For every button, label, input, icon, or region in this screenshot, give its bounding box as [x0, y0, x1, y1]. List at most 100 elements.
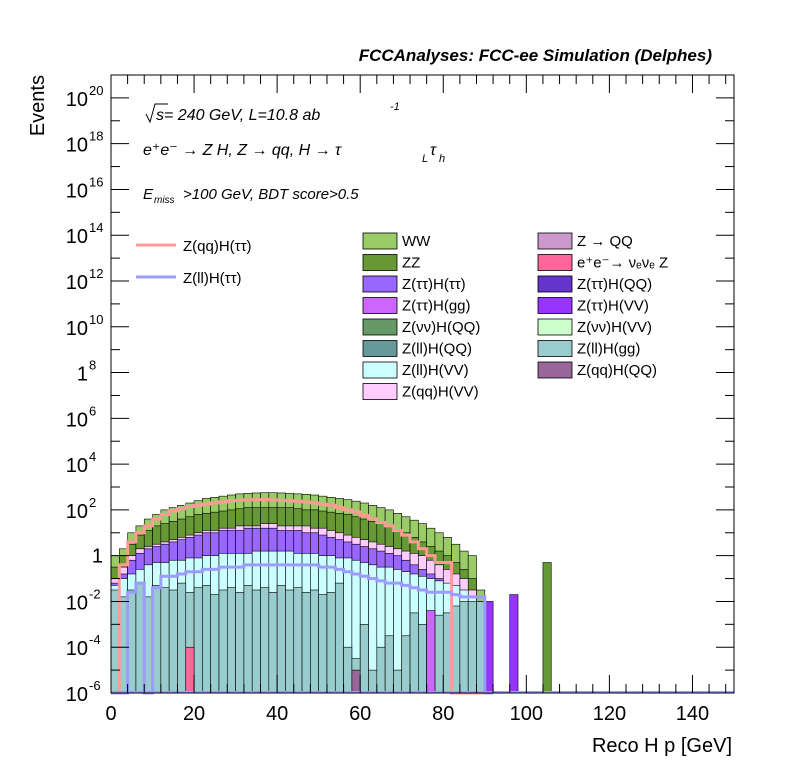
bar-zll-hgg [459, 601, 469, 694]
bar-extra [509, 594, 519, 694]
x-tick-label: 20 [183, 703, 205, 725]
legend-fill-swatch [362, 361, 398, 379]
y-tick-label: 10 4 [66, 449, 96, 477]
legend-fill-label: Z(νν)H(VV) [577, 319, 652, 336]
svg-text:10: 10 [66, 501, 88, 523]
svg-text:10: 10 [66, 135, 88, 157]
svg-text:-2: -2 [89, 586, 101, 601]
bar-zll-hgg [326, 591, 336, 694]
bar-zll-hgg [418, 624, 427, 694]
legend-fill-swatch [537, 340, 573, 357]
bar-zll-hgg [301, 591, 311, 694]
svg-text:10: 10 [66, 455, 88, 477]
bar-zll-hgg [409, 612, 419, 694]
signal-lines [111, 498, 734, 695]
legend-fill-label: Z(qq)H(VV) [402, 384, 479, 401]
y-tick-label: 10 2 [66, 495, 96, 523]
legend-line-label: Z(qq)H(ττ) [183, 238, 252, 255]
x-tick-label: 100 [510, 703, 543, 725]
bar-zll-hgg [368, 669, 378, 694]
bar-zll-hgg [467, 601, 477, 694]
bar-zll-hgg [218, 589, 228, 694]
bar-zll-hgg [285, 589, 295, 694]
bar-zll-hgg [202, 585, 211, 694]
legend-fill-label: e⁺e⁻→ νₑνₑ Z [577, 255, 668, 272]
svg-text:10: 10 [66, 684, 88, 706]
legend-fill-swatch [362, 232, 398, 250]
legend-fill-swatch [537, 361, 573, 379]
svg-text:16: 16 [89, 174, 103, 189]
legend-fill-swatch [362, 297, 398, 314]
bar-zll-hgg [268, 591, 278, 694]
legend-fill-label: Z(ττ)H(QQ) [577, 276, 652, 293]
svg-text:10: 10 [66, 180, 88, 202]
bar-zll-hgg [235, 591, 245, 694]
x-tick-label: 60 [349, 703, 371, 725]
y-axis-label: Events [27, 75, 49, 136]
svg-text:14: 14 [89, 220, 103, 235]
bar-extra [542, 562, 552, 694]
legend-fill-swatch [537, 297, 573, 314]
y-tick-label: 1 [92, 546, 103, 568]
legend-fill-swatch [537, 254, 573, 271]
x-tick-label: 40 [266, 703, 288, 725]
svg-text:10: 10 [66, 318, 88, 340]
bar-zll-hgg [393, 669, 403, 694]
bar-zll-hgg [160, 587, 170, 694]
y-tick-label: 10 -2 [66, 586, 101, 614]
legend-line-label: Z(ll)H(ττ) [183, 270, 242, 287]
bar-zll-hgg [334, 582, 344, 694]
y-tick-label: 10 20 [66, 83, 104, 111]
bar-zll-hgg [359, 624, 369, 694]
annotation-sqrt: s [156, 107, 164, 124]
y-tick-label: 10 16 [66, 174, 104, 202]
legend-fill-swatch [537, 318, 573, 336]
legend-fill-label: Z(νν)H(QQ) [402, 319, 480, 336]
annotation-lumi: s = 240 GeV, L=10.8 ab -1 [145, 101, 400, 124]
line-zqq-htautau [111, 498, 494, 695]
x-tick-label: 0 [105, 703, 116, 725]
annotation-lumi-text: = 240 GeV, L=10.8 ab [164, 107, 320, 124]
svg-text:-4: -4 [89, 632, 101, 647]
y-tick-label: 10 14 [66, 220, 104, 248]
legend: Z(qq)H(ττ) Z(ll)H(ττ) WW Z → QQ ZZ e⁺e⁻→ νₑνₑ… [136, 232, 668, 401]
svg-text:-6: -6 [89, 678, 101, 693]
annotation-sel-e: E [143, 186, 154, 203]
legend-fill-label: Z(qq)H(QQ) [577, 362, 657, 379]
x-tick-label: 80 [432, 703, 454, 725]
svg-text:10: 10 [66, 592, 88, 614]
x-tick-label: 120 [593, 703, 626, 725]
y-tick-label: 10 6 [66, 403, 96, 431]
bar-zll-hgg [293, 587, 303, 694]
annotation-process-sub-l: L [422, 153, 428, 165]
bar-zll-hgg [168, 589, 178, 694]
legend-fill-swatch [362, 318, 398, 336]
svg-text:10: 10 [66, 272, 88, 294]
line-zll-htautau [111, 563, 494, 695]
annotation-process-text: e⁺e⁻ → Z H, Z → qq, H → τ [143, 142, 342, 159]
bar-zll-hgg [343, 646, 353, 694]
bar-extra [351, 669, 361, 694]
legend-fill-swatch [362, 383, 398, 400]
annotation-lumi-exp: -1 [390, 101, 400, 113]
plot-frame [110, 74, 735, 694]
y-tick-label: 10 10 [66, 312, 104, 340]
annotation-process-sub-h: h [439, 153, 445, 165]
bar-zll-hgg [210, 594, 220, 694]
legend-fill-label: Z(ττ)H(VV) [577, 298, 649, 315]
bar-extra [426, 610, 436, 694]
legend-fill-swatch [362, 254, 398, 271]
legend-fill-label: ZZ [402, 255, 420, 272]
bar-zll-hgg [376, 646, 386, 694]
svg-text:1: 1 [92, 546, 103, 568]
annotation-selection: E miss >100 GeV, BDT score>0.5 [143, 186, 359, 206]
svg-text:18: 18 [89, 129, 103, 144]
x-tick-label: 140 [676, 703, 709, 725]
bar-zll-hgg [226, 587, 236, 694]
bar-zll-hgg [310, 589, 319, 694]
bar-zll-hgg [243, 585, 253, 694]
svg-text:10: 10 [66, 89, 88, 111]
svg-text:10: 10 [66, 409, 88, 431]
